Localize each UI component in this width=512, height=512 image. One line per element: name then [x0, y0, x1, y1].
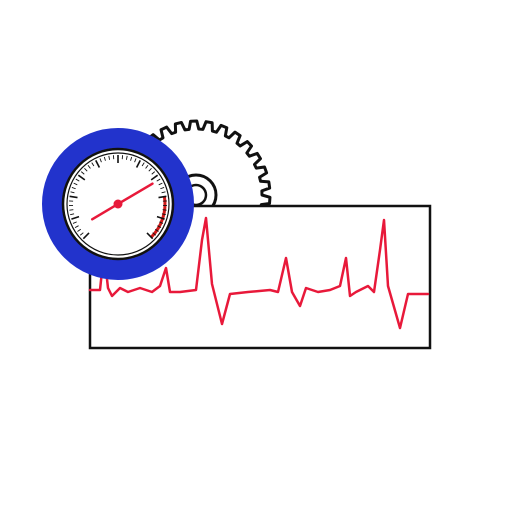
gauge-tick [95, 159, 101, 168]
gauge-tick [160, 186, 165, 190]
gauge-needle [90, 182, 154, 221]
gauge-tick [161, 191, 166, 194]
gauge-tick [77, 174, 86, 181]
gauge-tick [157, 225, 162, 229]
gauge-tick [158, 195, 167, 199]
ecg-trace-icon [88, 216, 430, 330]
gauge-tick [69, 209, 74, 211]
gauge-tick [156, 178, 161, 182]
gauge-tick [150, 174, 159, 181]
gauge-tick [134, 158, 137, 163]
gauge-tick [84, 167, 88, 172]
gauge-tick [70, 191, 75, 194]
gauge-needle-hub [113, 199, 123, 209]
gauge-tick [156, 215, 165, 220]
gauge-tick [74, 225, 79, 229]
gauge-tick [75, 178, 80, 182]
gauge-tick [146, 232, 154, 240]
gauge-tick [159, 221, 164, 224]
gauge-tick [79, 232, 84, 236]
gauge-tick [71, 186, 76, 190]
gauge-tick [135, 159, 141, 168]
gauge-tick [77, 228, 82, 232]
gauge-tick [103, 156, 106, 161]
gauge-tick [158, 182, 163, 186]
gauge-tick [80, 171, 85, 175]
gauge-tick [99, 158, 102, 163]
gauge-tick [125, 155, 128, 160]
gauge-inner-rim [66, 152, 170, 256]
gauge-tick [130, 156, 133, 161]
gauge-tick [71, 215, 80, 220]
gauge-tick [70, 213, 75, 216]
gauge-tick [72, 221, 77, 224]
gauge-tick [87, 165, 91, 169]
pressure-gauge-icon [42, 128, 194, 280]
gauge-tick-marks [69, 155, 167, 240]
gauge-tick [91, 162, 95, 167]
gauge-tick [69, 195, 78, 199]
gauge-tick [162, 209, 167, 211]
gauge-tick [154, 228, 159, 232]
gauge-tick [148, 167, 152, 172]
gauge-tick [151, 171, 156, 175]
gauge-tick [152, 232, 157, 236]
gauge-tick [141, 162, 145, 167]
gauge-tick [108, 155, 111, 160]
gauge-tick [82, 232, 90, 240]
gauge-tick [161, 213, 166, 216]
gauge-tick [73, 182, 78, 186]
gauge-tick [145, 165, 149, 169]
